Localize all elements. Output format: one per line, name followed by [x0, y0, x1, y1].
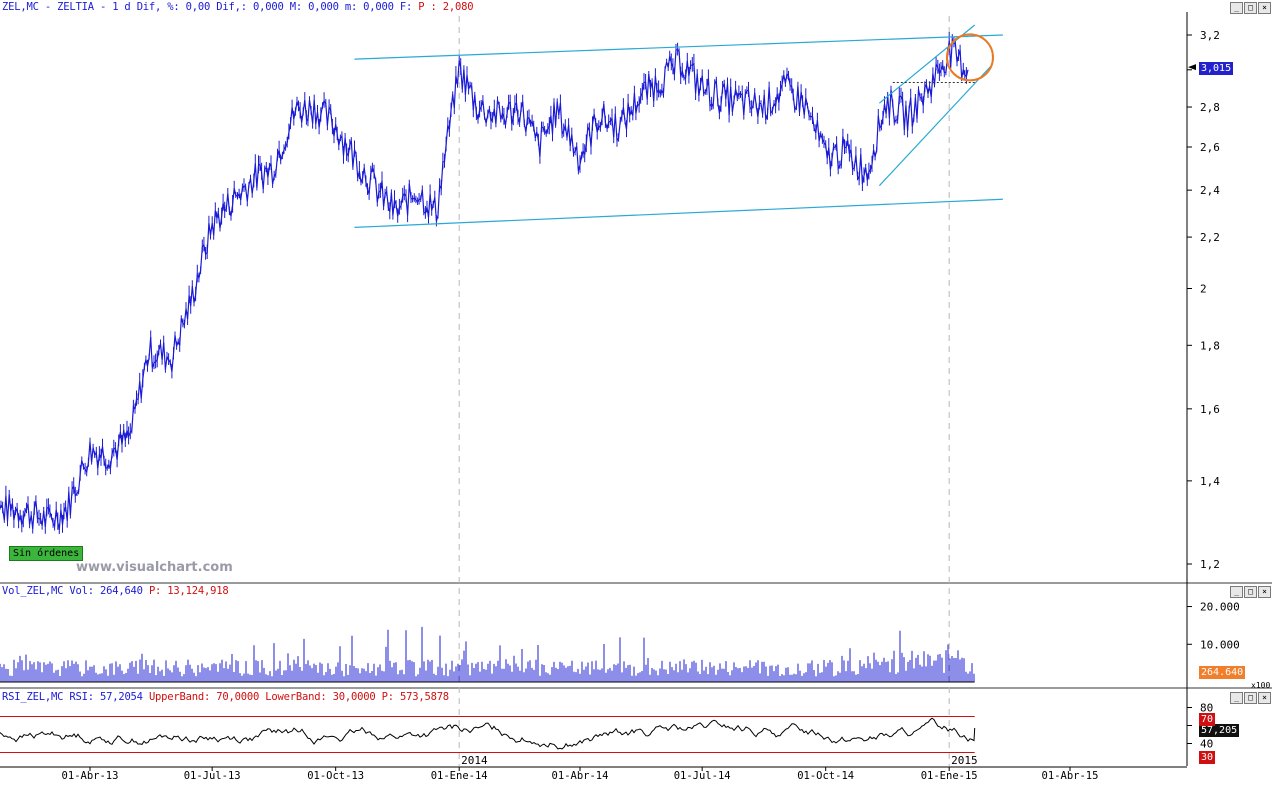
last-rsi-tag: 57,205: [1199, 724, 1240, 737]
minimize-icon[interactable]: _: [1230, 586, 1243, 598]
rsi-header: RSI_ZEL,MC RSI: 57,2054 UpperBand: 70,00…: [2, 691, 449, 703]
rsi-lower-band: LowerBand: 30,0000: [265, 691, 376, 703]
volume-value: Vol: 264,640: [69, 585, 143, 597]
minimize-icon[interactable]: _: [1230, 2, 1243, 14]
close-icon[interactable]: ×: [1258, 692, 1271, 704]
maximize-icon[interactable]: □: [1244, 586, 1257, 598]
rsi-line: [0, 717, 976, 750]
volume-header: Vol_ZEL,MC Vol: 264,640 P: 13,124,918: [2, 585, 229, 597]
header-fields: Dif, %: 0,00 Dif,: 0,000 M: 0,000 m: 0,0…: [136, 1, 413, 13]
rsi-upper-band: UpperBand: 70,0000: [148, 691, 260, 703]
price-panel-buttons: _ □ ×: [1230, 2, 1271, 14]
volume-y-tick-label: 20.000: [1200, 601, 1240, 614]
x-tick-label: 01-Abr-15: [1041, 770, 1099, 782]
rsi-value: RSI: 57,2054: [69, 691, 143, 703]
y-tick-label: 1,6: [1200, 403, 1220, 416]
trend-channel-lower: [354, 198, 1003, 228]
x-tick-label: 01-Abr-14: [551, 770, 609, 782]
rsi-y-tick-label: 40: [1200, 738, 1213, 751]
x-tick-label: 01-Ene-15: [920, 770, 978, 782]
maximize-icon[interactable]: □: [1244, 692, 1257, 704]
volume-bars: [0, 626, 975, 682]
watermark: www.visualchart.com: [76, 560, 233, 575]
x-tick-label: 01-Jul-14: [673, 770, 731, 782]
volume-p-value: P: 13,124,918: [148, 585, 229, 597]
y-tick-label: 1,8: [1200, 339, 1220, 352]
year-label: 2015: [951, 754, 978, 767]
x-tick-label: 01-Jul-13: [183, 770, 241, 782]
y-tick-label: 2,4: [1200, 184, 1220, 197]
close-icon[interactable]: ×: [1258, 2, 1271, 14]
y-tick-label: 1,4: [1200, 475, 1220, 488]
maximize-icon[interactable]: □: [1244, 2, 1257, 14]
rsi-lower-tag: 30: [1199, 751, 1216, 764]
volume-panel-buttons: _ □ ×: [1230, 586, 1271, 598]
close-icon[interactable]: ×: [1258, 586, 1271, 598]
volume-label: Vol_ZEL,MC: [2, 585, 64, 597]
y-tick-label: 3,2: [1200, 29, 1220, 42]
y-tick-label: 2,2: [1200, 231, 1220, 244]
y-tick-label: 2,6: [1200, 141, 1220, 154]
symbol-label: ZEL,MC - ZELTIA - 1 d: [2, 1, 131, 13]
price-line: [0, 37, 969, 530]
last-price-arrow: [1188, 64, 1196, 71]
rsi-upper-tag: 70: [1199, 713, 1216, 726]
minimize-icon[interactable]: _: [1230, 692, 1243, 704]
trend-channel-short-up-bottom: [878, 65, 992, 187]
x-tick-label: 01-Oct-13: [307, 770, 365, 782]
price-header-bar: [0, 0, 1272, 12]
header-p-value: P : 2,080: [418, 1, 474, 13]
x-tick-label: 01-Oct-14: [797, 770, 855, 782]
y-tick-label: 1,2: [1200, 558, 1220, 571]
rsi-p-value: P: 573,5878: [381, 691, 450, 703]
price-header: ZEL,MC - ZELTIA - 1 d Dif, %: 0,00 Dif,:…: [2, 1, 474, 13]
rsi-y-tick-label: 80: [1200, 702, 1213, 715]
volume-y-tick-label: 10.000: [1200, 638, 1240, 651]
volume-scale-multiplier: x100: [1251, 681, 1271, 690]
sin-ordenes-badge[interactable]: Sin órdenes: [9, 546, 84, 561]
rsi-panel-buttons: _ □ ×: [1230, 692, 1271, 704]
last-price-tag: 3,015: [1199, 62, 1234, 75]
y-tick-label: 2: [1200, 282, 1207, 295]
x-tick-label: 01-Ene-14: [430, 770, 488, 782]
year-label: 2014: [461, 754, 488, 767]
y-tick-label: 2,8: [1200, 101, 1220, 114]
last-volume-tag: 264.640: [1199, 666, 1246, 679]
trend-channel-upper: [354, 34, 1003, 60]
highlight-circle: [945, 33, 994, 82]
rsi-label: RSI_ZEL,MC: [2, 691, 64, 703]
x-tick-label: 01-Abr-13: [61, 770, 119, 782]
